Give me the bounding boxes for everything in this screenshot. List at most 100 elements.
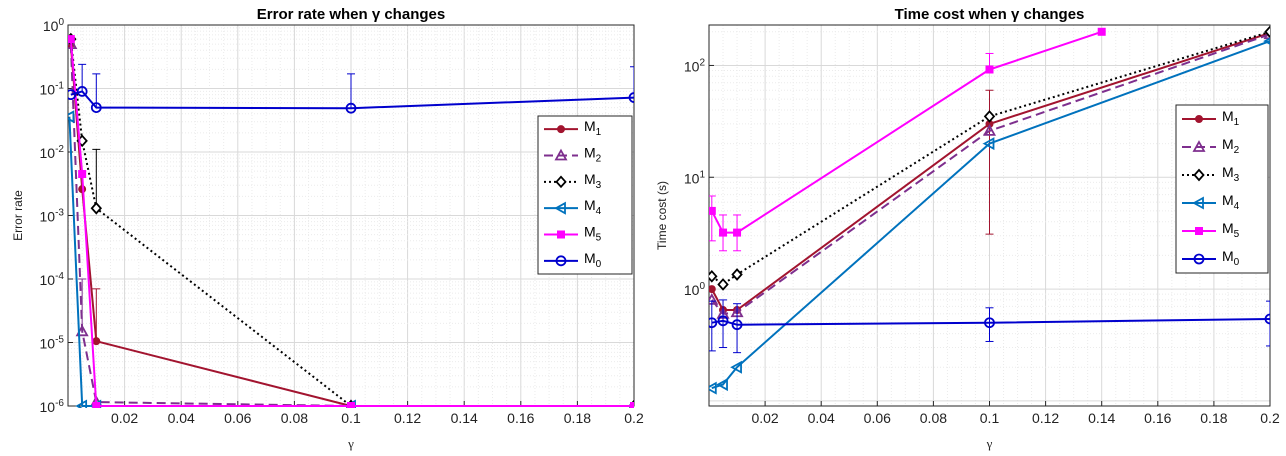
legend-label: M3 — [1222, 164, 1240, 184]
legend-label: M5 — [1222, 220, 1240, 240]
error-rate-chart: 0.02 0.04 0.06 0.08 0.1 0.12 0.14 0.16 0.18 0.2 10… — [11, 6, 644, 451]
data-point — [709, 269, 718, 283]
y-tick-label: 100 — [684, 281, 706, 298]
legend-marker — [1195, 115, 1203, 123]
x-tick-label: 0.02 — [751, 410, 778, 426]
x-tick-label: 0.04 — [808, 410, 835, 426]
data-point — [716, 378, 728, 392]
y-tick-label: 10-3 — [40, 208, 65, 225]
data-point — [345, 102, 357, 114]
legend-label: M3 — [584, 171, 602, 191]
data-point — [717, 315, 729, 327]
data-point — [75, 399, 88, 408]
x-tick-label: 0.1 — [341, 410, 361, 426]
legend-label: M1 — [584, 118, 602, 138]
data-point — [90, 201, 103, 215]
legend-marker — [557, 230, 565, 239]
data-point — [1264, 25, 1270, 39]
legend-marker — [1195, 227, 1203, 235]
data-point — [90, 102, 102, 114]
legend-marker — [555, 175, 567, 189]
legend-marker — [1192, 140, 1206, 152]
x-tick-label: 0.14 — [451, 410, 478, 426]
legend-marker — [1193, 253, 1205, 265]
legend-label: M0 — [1222, 248, 1240, 268]
legend-marker — [1192, 196, 1204, 210]
data-point — [92, 402, 101, 408]
y-axis-label: Error rate — [11, 190, 25, 241]
series-layer — [68, 32, 634, 408]
x-tick-label: 0.1 — [980, 410, 1000, 426]
series-m3 — [709, 25, 1270, 291]
chart-title: Time cost when γ changes — [895, 6, 1085, 23]
x-tick-label: 0.16 — [1144, 410, 1171, 426]
x-tick-label: 0.18 — [1200, 410, 1227, 426]
x-tick-label: 0.02 — [111, 410, 138, 426]
legend-label: M0 — [584, 250, 602, 270]
legend-marker — [557, 125, 565, 134]
legend-marker — [554, 201, 566, 215]
y-tick-label: 10-2 — [40, 144, 65, 161]
x-tick-label: 0.12 — [394, 410, 421, 426]
x-tick-label: 0.08 — [281, 410, 308, 426]
data-point — [347, 402, 355, 408]
series-m5 — [709, 27, 1106, 252]
data-point — [630, 402, 634, 408]
legend-label: M4 — [1222, 192, 1240, 212]
data-point — [709, 381, 717, 395]
y-tick-label: 101 — [684, 169, 706, 186]
y-tick-label: 10-5 — [40, 335, 65, 352]
data-point — [1263, 37, 1270, 45]
x-axis-label: γ — [986, 436, 993, 451]
y-tick-label: 10-1 — [40, 81, 65, 98]
x-axis-label: γ — [347, 436, 354, 451]
x-tick-label: 0.08 — [920, 410, 947, 426]
data-point — [68, 110, 75, 124]
y-tick-label: 100 — [43, 17, 65, 34]
y-tick-label: 10-6 — [40, 398, 65, 415]
y-axis: 10-6 10-5 10-4 10-3 10-2 10-1 100 — [40, 17, 73, 415]
data-point — [628, 92, 634, 103]
series-layer — [709, 25, 1270, 395]
legend-label: M2 — [584, 145, 602, 165]
x-tick-label: 0.2 — [624, 410, 644, 426]
data-point — [709, 285, 716, 294]
data-point — [984, 317, 995, 329]
legend-label: M1 — [1222, 108, 1240, 128]
data-point — [719, 228, 728, 237]
data-point — [709, 317, 718, 329]
data-point — [731, 319, 743, 331]
series-m5 — [68, 35, 634, 408]
data-point — [1264, 313, 1270, 325]
series-m0 — [68, 63, 634, 114]
x-tick-label: 0.2 — [1260, 410, 1280, 426]
series-m0 — [709, 299, 1270, 354]
y-axis-label: Time cost (s) — [655, 181, 669, 250]
x-tick-label: 0.04 — [168, 410, 195, 426]
x-tick-label: 0.06 — [864, 410, 891, 426]
data-point — [717, 278, 729, 291]
data-point — [68, 89, 77, 101]
data-point — [730, 360, 742, 374]
chart-title: Error rate when γ changes — [257, 6, 445, 23]
x-tick-label: 0.12 — [1032, 410, 1059, 426]
grid — [709, 25, 1270, 407]
legend-label: M2 — [1222, 136, 1240, 156]
x-axis: 0.02 0.04 0.06 0.08 0.1 0.12 0.14 0.16 0.18 0.2 — [111, 401, 644, 426]
legend-marker — [1193, 168, 1205, 182]
series-m4 — [709, 37, 1270, 395]
data-point — [76, 86, 88, 97]
legend: M1 M2 M3 M4 M5 M0 — [537, 115, 633, 275]
x-tick-label: 0.14 — [1088, 410, 1115, 426]
x-tick-label: 0.16 — [507, 410, 534, 426]
data-point — [78, 170, 87, 179]
legend-marker — [554, 148, 568, 161]
data-point — [983, 110, 996, 123]
legend-box — [1175, 104, 1269, 274]
data-point — [731, 268, 743, 281]
data-point — [92, 337, 101, 346]
x-tick-label: 0.06 — [224, 410, 251, 426]
x-tick-label: 0.18 — [564, 410, 591, 426]
legend-box — [537, 115, 633, 275]
